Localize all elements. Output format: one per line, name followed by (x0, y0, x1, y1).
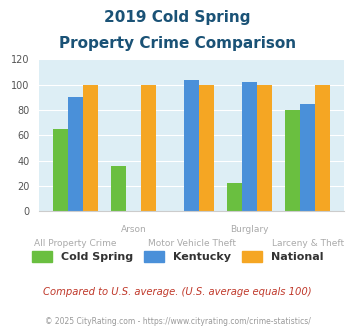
Bar (111, 166, 126, 211)
Text: Motor Vehicle Theft: Motor Vehicle Theft (148, 239, 236, 248)
Text: © 2025 CityRating.com - https://www.cityrating.com/crime-statistics/: © 2025 CityRating.com - https://www.city… (45, 317, 310, 326)
Bar (285, 110, 300, 211)
Bar (68, 97, 83, 211)
Text: Arson: Arson (121, 225, 147, 234)
Text: Burglary: Burglary (230, 225, 269, 234)
Bar (257, 85, 272, 211)
Text: Larceny & Theft: Larceny & Theft (272, 239, 344, 248)
Bar (199, 85, 214, 211)
Text: All Property Crime: All Property Crime (34, 239, 117, 248)
Text: Property Crime Comparison: Property Crime Comparison (59, 36, 296, 51)
Bar (315, 85, 331, 211)
Bar (227, 183, 242, 211)
Bar (242, 82, 257, 211)
Bar (53, 129, 68, 211)
Bar (184, 80, 199, 211)
Bar (83, 85, 98, 211)
Bar (141, 85, 156, 211)
Text: Compared to U.S. average. (U.S. average equals 100): Compared to U.S. average. (U.S. average … (43, 287, 312, 297)
Bar (300, 104, 315, 211)
Text: 2019 Cold Spring: 2019 Cold Spring (104, 10, 251, 25)
Legend: Cold Spring, Kentucky, National: Cold Spring, Kentucky, National (27, 247, 328, 267)
